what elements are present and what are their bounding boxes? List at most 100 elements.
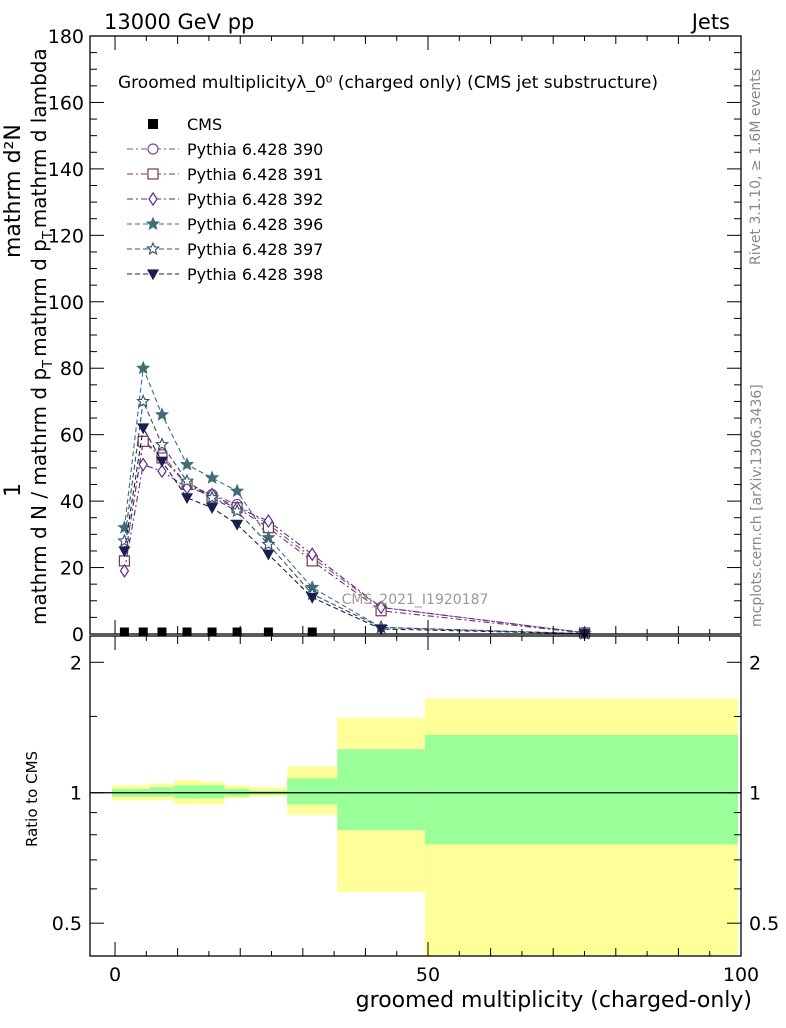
y-axis-label-top: mathrm d²N bbox=[1, 124, 26, 258]
main-title: Groomed multiplicityλ_0⁰ (charged only) … bbox=[118, 73, 658, 93]
y-axis-part-3: mathrm d p bbox=[27, 239, 51, 357]
ratio-band-inner bbox=[199, 785, 225, 799]
y-tick-label: 100 bbox=[48, 292, 84, 314]
ratio-y-label: Ratio to CMS bbox=[23, 751, 41, 847]
legend-item-cms: CMS bbox=[148, 115, 222, 134]
legend-item: Pythia 6.428 390 bbox=[127, 140, 323, 159]
marker-star bbox=[179, 473, 195, 488]
legend-label: Pythia 6.428 396 bbox=[187, 215, 323, 234]
legend-label: Pythia 6.428 398 bbox=[187, 265, 323, 284]
cms-point bbox=[307, 627, 317, 637]
legend: CMS Pythia 6.428 390 Pythia 6.428 391 Pythi… bbox=[127, 115, 323, 284]
legend-marker bbox=[148, 119, 158, 129]
y-axis-label-main: mathrm d N / mathrm d pTmathrm d pTmathr… bbox=[27, 48, 56, 625]
ratio-y-tick-label-right: 1 bbox=[749, 783, 761, 805]
rivet-side-text: Rivet 3.1.10, ≥ 1.6M events bbox=[748, 69, 764, 265]
marker-diamond bbox=[138, 457, 148, 472]
marker-diamond bbox=[263, 513, 274, 529]
legend-item: Pythia 6.428 397 bbox=[127, 240, 323, 259]
y-axis-numerator: 1 bbox=[1, 483, 26, 497]
marker-star bbox=[205, 490, 220, 504]
legend-label: Pythia 6.428 390 bbox=[187, 140, 323, 159]
marker-diamond bbox=[307, 547, 317, 562]
ratio-panel bbox=[90, 698, 741, 956]
y-tick-label: 140 bbox=[48, 159, 84, 181]
ratio-y-tick-label-right: 2 bbox=[749, 652, 761, 674]
cms-point bbox=[263, 627, 273, 637]
y-tick-label: 0 bbox=[72, 624, 84, 646]
marker-triangle bbox=[137, 423, 150, 435]
ratio-band-inner bbox=[287, 778, 338, 805]
y-axis-part-1: mathrm d N / mathrm d p bbox=[27, 368, 51, 625]
y-tick-label: 20 bbox=[60, 558, 84, 580]
marker-triangle bbox=[206, 503, 219, 514]
cms-point bbox=[207, 627, 217, 637]
x-tick-label: 50 bbox=[416, 964, 440, 986]
marker-diamond bbox=[119, 563, 130, 578]
marker-circle bbox=[147, 143, 159, 155]
mcplots-side-text: mcplots.cern.ch [arXiv:1306.3436] bbox=[749, 384, 765, 627]
y-axis-part-4: T bbox=[41, 231, 56, 240]
marker-triangle bbox=[146, 269, 160, 281]
y-tick-label: 120 bbox=[48, 225, 84, 247]
marker-star bbox=[117, 533, 132, 547]
ratio-y-tick-label: 0.5 bbox=[52, 913, 82, 935]
ratio-band-inner bbox=[174, 785, 200, 799]
marker-diamond bbox=[376, 600, 386, 615]
marker-triangle bbox=[118, 546, 131, 558]
watermark: CMS_2021_I1920187 bbox=[342, 592, 489, 608]
marker-triangle bbox=[306, 592, 319, 604]
marker-triangle bbox=[375, 624, 388, 636]
header-right: Jets bbox=[690, 10, 730, 34]
marker-star bbox=[136, 360, 151, 375]
ratio-y-tick-label: 2 bbox=[70, 652, 82, 674]
cms-point bbox=[138, 627, 148, 637]
legend-label: Pythia 6.428 391 bbox=[187, 165, 323, 184]
series-line bbox=[123, 426, 585, 635]
y-axis-part-2: T bbox=[41, 360, 56, 369]
marker-star bbox=[230, 503, 245, 518]
ratio-band-inner bbox=[337, 749, 425, 831]
marker-square bbox=[147, 168, 159, 180]
cms-point bbox=[119, 627, 129, 637]
series-6 bbox=[118, 423, 591, 640]
text-layer: 13000 GeV pp Jets Groomed multiplicityλ_… bbox=[1, 10, 765, 1013]
frames: 0 20 40 60 80 100 120 140 160 180 0 50 100 0.5 0.5 1 1 2 2 bbox=[48, 26, 779, 986]
header-left: 13000 GeV pp bbox=[104, 10, 254, 34]
cms-point bbox=[232, 627, 242, 637]
ratio-y-tick-label-right: 0.5 bbox=[749, 913, 779, 935]
marker-square bbox=[137, 435, 149, 447]
marker-star bbox=[179, 457, 195, 471]
cms-points bbox=[119, 627, 317, 637]
y-tick-label: 80 bbox=[60, 358, 84, 380]
ratio-band-inner bbox=[149, 787, 175, 797]
marker-star bbox=[145, 216, 161, 231]
cms-point bbox=[157, 627, 167, 637]
cms-point bbox=[182, 627, 192, 637]
marker-star bbox=[154, 437, 170, 451]
y-tick-label: 180 bbox=[48, 26, 84, 48]
x-tick-label: 100 bbox=[723, 964, 759, 986]
y-tick-label: 160 bbox=[48, 92, 84, 114]
series-line bbox=[123, 367, 585, 635]
legend-item: Pythia 6.428 392 bbox=[127, 190, 323, 209]
x-tick-label: 0 bbox=[109, 964, 121, 986]
ratio-y-tick-label: 1 bbox=[70, 783, 82, 805]
ratio-frame bbox=[89, 635, 742, 957]
marker-star bbox=[205, 470, 220, 484]
legend-item: Pythia 6.428 391 bbox=[127, 165, 323, 184]
marker-diamond bbox=[148, 191, 158, 207]
y-tick-label: 60 bbox=[60, 425, 84, 447]
legend-item: Pythia 6.428 398 bbox=[127, 265, 323, 284]
marker-star bbox=[261, 536, 276, 551]
marker-triangle bbox=[181, 493, 194, 505]
marker-diamond bbox=[157, 464, 167, 479]
x-axis-label: groomed multiplicity (charged-only) bbox=[356, 988, 752, 1013]
marker-star bbox=[230, 483, 245, 498]
marker-star bbox=[136, 393, 151, 408]
ratio-bands bbox=[111, 698, 738, 956]
marker-star bbox=[145, 241, 161, 256]
legend-label: Pythia 6.428 392 bbox=[187, 190, 323, 209]
